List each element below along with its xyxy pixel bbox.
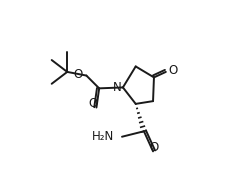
Text: O: O bbox=[149, 141, 158, 154]
Text: O: O bbox=[88, 97, 97, 110]
Text: H₂N: H₂N bbox=[92, 130, 114, 143]
Text: N: N bbox=[113, 81, 122, 94]
Text: O: O bbox=[169, 65, 178, 77]
Text: O: O bbox=[74, 68, 83, 81]
